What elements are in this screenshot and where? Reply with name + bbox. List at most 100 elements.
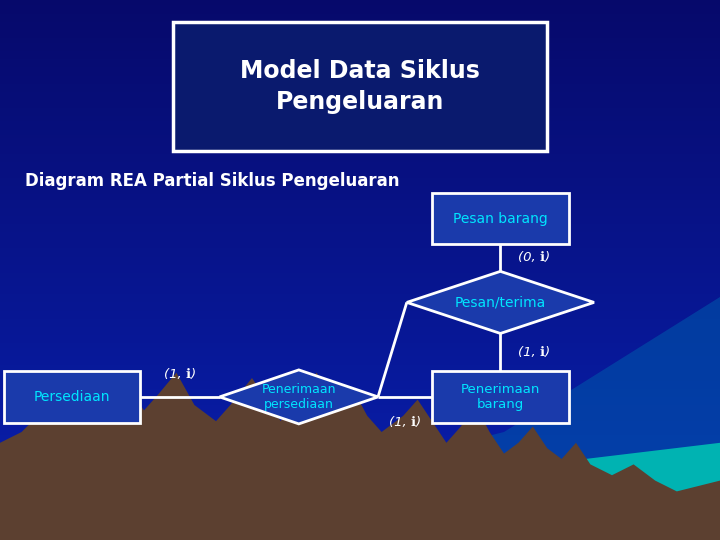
Bar	[0, 176, 720, 178]
Bar	[0, 432, 720, 435]
Bar	[0, 216, 720, 219]
Text: (1, ℹ): (1, ℹ)	[164, 368, 196, 381]
Bar	[0, 143, 720, 146]
Bar	[0, 335, 720, 338]
Bar	[0, 286, 720, 289]
Bar	[0, 186, 720, 189]
Bar	[0, 364, 720, 367]
Bar	[0, 435, 720, 437]
Bar	[0, 124, 720, 127]
Bar	[0, 402, 720, 405]
Bar	[0, 373, 720, 375]
Bar	[0, 165, 720, 167]
Bar	[0, 397, 720, 400]
Bar	[0, 238, 720, 240]
Bar	[0, 478, 720, 481]
Bar	[0, 78, 720, 81]
Bar	[0, 354, 720, 356]
Bar	[0, 375, 720, 378]
Bar	[0, 332, 720, 335]
Bar	[0, 135, 720, 138]
Polygon shape	[396, 297, 720, 540]
Bar	[0, 443, 720, 445]
Bar	[0, 483, 720, 486]
Bar	[0, 486, 720, 489]
Bar	[0, 446, 720, 448]
Bar	[0, 351, 720, 354]
Bar	[0, 16, 720, 19]
Bar	[0, 24, 720, 27]
Bar	[0, 319, 720, 321]
Bar	[0, 73, 720, 76]
Bar	[0, 251, 720, 254]
Bar	[0, 265, 720, 267]
Bar	[0, 510, 720, 513]
Bar	[0, 262, 720, 265]
Bar	[0, 100, 720, 103]
Bar	[0, 230, 720, 232]
FancyBboxPatch shape	[173, 22, 547, 151]
Bar	[0, 181, 720, 184]
Bar	[0, 410, 720, 413]
Bar	[0, 508, 720, 510]
Bar	[0, 300, 720, 302]
Bar	[0, 346, 720, 348]
Bar	[0, 521, 720, 524]
FancyBboxPatch shape	[432, 193, 569, 244]
Bar	[0, 381, 720, 383]
Bar	[0, 35, 720, 38]
Bar	[0, 270, 720, 273]
Polygon shape	[0, 373, 720, 540]
Bar	[0, 213, 720, 216]
Bar	[0, 302, 720, 305]
Polygon shape	[220, 370, 378, 424]
Bar	[0, 292, 720, 294]
Bar	[0, 338, 720, 340]
Bar	[0, 65, 720, 68]
Text: Penerimaan
persediaan: Penerimaan persediaan	[261, 383, 336, 411]
Bar	[0, 19, 720, 22]
Bar	[0, 491, 720, 494]
Bar	[0, 289, 720, 292]
Bar	[0, 281, 720, 284]
Bar	[0, 348, 720, 351]
Text: Persediaan: Persediaan	[34, 390, 110, 404]
Bar	[0, 418, 720, 421]
Bar	[0, 472, 720, 475]
Bar	[0, 146, 720, 148]
Bar	[0, 470, 720, 472]
Bar	[0, 202, 720, 205]
Bar	[0, 51, 720, 54]
Bar	[0, 297, 720, 300]
Bar	[0, 119, 720, 122]
Bar	[0, 127, 720, 130]
Bar	[0, 162, 720, 165]
Bar	[0, 437, 720, 440]
Bar	[0, 248, 720, 251]
Text: Penerimaan
barang: Penerimaan barang	[461, 383, 540, 411]
Bar	[0, 400, 720, 402]
Bar	[0, 178, 720, 181]
Bar	[0, 259, 720, 262]
Bar	[0, 151, 720, 154]
Bar	[0, 235, 720, 238]
Bar	[0, 11, 720, 14]
Bar	[0, 310, 720, 313]
Bar	[0, 92, 720, 94]
Bar	[0, 524, 720, 526]
Bar	[0, 516, 720, 518]
Bar	[0, 308, 720, 310]
Bar	[0, 313, 720, 316]
Bar	[0, 500, 720, 502]
Bar	[0, 219, 720, 221]
Bar	[0, 256, 720, 259]
Bar	[0, 76, 720, 78]
Bar	[0, 116, 720, 119]
Bar	[0, 284, 720, 286]
Bar	[0, 194, 720, 197]
Bar	[0, 240, 720, 243]
Bar	[0, 378, 720, 381]
FancyBboxPatch shape	[432, 372, 569, 422]
Bar	[0, 505, 720, 508]
Bar	[0, 405, 720, 408]
